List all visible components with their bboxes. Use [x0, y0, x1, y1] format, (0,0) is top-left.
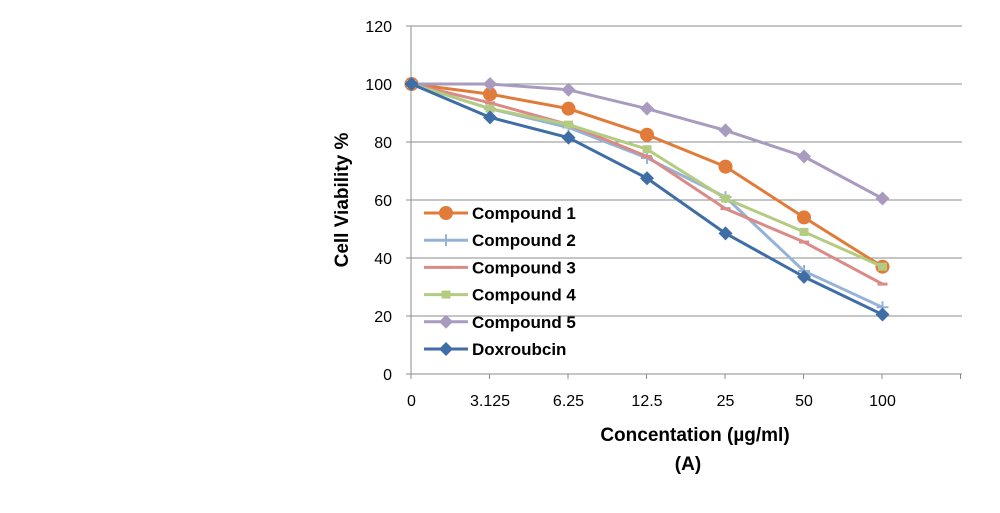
legend-item-compound-4: Compound 4	[424, 286, 576, 305]
legend-item-compound-5: Compound 5	[424, 313, 576, 332]
data-point-compound-4-1	[485, 104, 495, 113]
data-point-compound-5-1	[483, 77, 497, 91]
legend-item-compound-1: Compound 1	[424, 204, 576, 223]
data-point-doxroubcin-0	[404, 77, 419, 91]
data-point-compound-4-3	[642, 145, 652, 154]
data-point-doxroubcin-6	[875, 307, 890, 322]
legend-label-compound-1: Compound 1	[472, 204, 576, 223]
y-tick-label-80: 80	[374, 135, 392, 152]
data-point-compound-5-4	[718, 123, 733, 138]
data-point-compound-4-5	[799, 227, 809, 236]
series-compound-4	[407, 80, 887, 271]
data-point-compound-4-4	[721, 194, 730, 203]
data-point-compound-1-4	[718, 159, 733, 174]
legend-label-compound-3: Compound 3	[472, 258, 576, 277]
data-point-compound-3-6	[877, 282, 888, 286]
legend-swatch-marker-compound-3	[441, 265, 451, 269]
data-point-doxroubcin-5	[797, 269, 811, 284]
legend-swatch-marker-compound-5	[439, 314, 453, 329]
data-point-compound-5-6	[875, 191, 890, 206]
y-tick-label-60: 60	[374, 193, 392, 210]
legend-label-compound-5: Compound 5	[472, 313, 576, 332]
legend-item-compound-2: Compound 2	[424, 231, 576, 250]
legend-label-compound-2: Compound 2	[472, 231, 576, 250]
y-tick-label-0: 0	[383, 367, 392, 384]
data-point-compound-3-4	[720, 207, 731, 211]
series-doxroubcin	[404, 77, 890, 322]
data-point-compound-3-5	[799, 240, 809, 244]
x-tick-label-50: 50	[795, 393, 813, 410]
y-tick-label-100: 100	[365, 77, 392, 94]
x-tick-label-3-125: 3.125	[470, 393, 510, 410]
legend-swatch-marker-compound-1	[439, 206, 453, 220]
data-point-compound-4-2	[564, 120, 573, 129]
x-tick-labels: 0 3.125 6.25 12.5 25 50 100	[407, 393, 896, 410]
data-point-doxroubcin-1	[483, 110, 497, 125]
y-tick-label-20: 20	[374, 309, 392, 326]
data-point-compound-3-1	[485, 101, 495, 105]
data-point-compound-1-1	[483, 87, 497, 102]
data-point-compound-5-5	[797, 149, 811, 164]
legend-label-doxroubcin: Doxroubcin	[472, 340, 566, 359]
legend-item-doxroubcin: Doxroubcin	[424, 340, 566, 359]
x-tick-label-0: 0	[407, 393, 416, 410]
data-point-compound-3-3	[642, 155, 652, 158]
y-tick-label-120: 120	[365, 19, 392, 36]
x-tick-label-12-5: 12.5	[631, 393, 662, 410]
legend-swatch-marker-doxroubcin	[439, 342, 453, 356]
data-point-compound-1-5	[797, 210, 811, 225]
x-tick-label-100: 100	[869, 393, 896, 410]
data-point-doxroubcin-4	[718, 226, 733, 241]
legend-label-compound-4: Compound 4	[472, 286, 576, 305]
data-point-compound-1-2	[561, 101, 576, 116]
legend: Compound 1 Compound 2 Compound 3 Compound 4…	[424, 204, 576, 359]
y-axis-title: Cell Viability %	[332, 132, 353, 267]
x-axis-title: Concentation (µg/ml)	[600, 425, 789, 446]
legend-swatch-marker-compound-2	[440, 234, 452, 247]
y-tick-label-40: 40	[374, 251, 392, 268]
x-axis-subtitle: (A)	[675, 454, 701, 475]
data-point-doxroubcin-3	[640, 171, 654, 186]
data-point-compound-5-3	[640, 101, 654, 116]
series-compound-5	[404, 77, 890, 206]
data-point-compound-1-3	[640, 127, 654, 142]
y-tick-labels: 0 20 40 60 80 100 120	[365, 19, 392, 384]
x-tick-label-6-25: 6.25	[553, 393, 584, 410]
legend-item-compound-3: Compound 3	[424, 258, 576, 277]
data-point-compound-5-2	[561, 82, 576, 97]
legend-swatch-marker-compound-4	[441, 290, 451, 299]
data-point-compound-4-6	[878, 262, 887, 271]
series-group	[404, 77, 890, 322]
series-line-doxroubcin	[410, 82, 884, 316]
x-tick-label-25: 25	[717, 393, 735, 410]
data-point-doxroubcin-2	[561, 130, 576, 145]
